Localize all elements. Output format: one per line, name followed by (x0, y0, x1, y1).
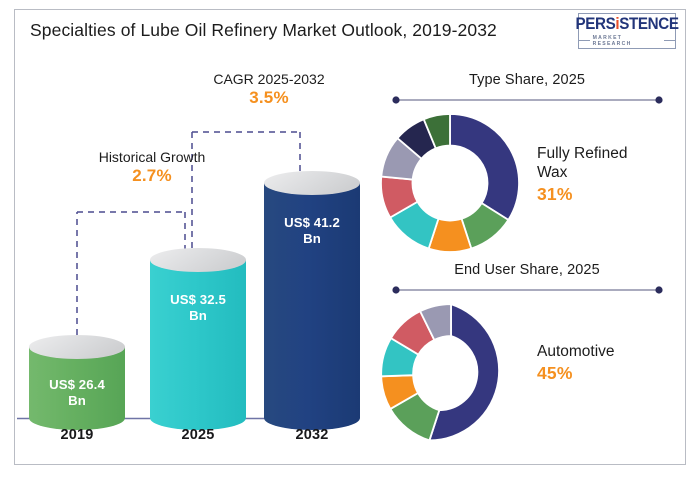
bar-value-2025: US$ 32.5 Bn (140, 292, 256, 324)
end-user-share-heading: End User Share, 2025 (454, 262, 600, 278)
bar-2019 (29, 335, 125, 430)
end-user-share-legend-value: 45% (537, 363, 573, 383)
axis-label-2025: 2025 (181, 427, 215, 443)
cagr-connector (191, 131, 301, 248)
axis-label-2019: 2019 (60, 427, 94, 443)
bar-2025 (150, 248, 246, 430)
bar-chart-graphics (17, 131, 360, 430)
end-user-share-legend: Automotive 45% (537, 342, 615, 384)
bar-value-2019: US$ 26.4 Bn (19, 377, 135, 409)
logo-name-before: PERS (575, 14, 616, 33)
bar-value-2032-line2: Bn (303, 231, 321, 246)
logo-name-accent: i (615, 14, 620, 33)
donut-slice-automotive (428, 302, 500, 442)
donut-slice-fully-refined-wax (449, 113, 520, 222)
end-user-share-legend-label: Automotive (537, 343, 615, 360)
logo-wordmark: PERSiSTENCE (575, 14, 679, 33)
historical-growth-value: 2.7% (132, 166, 172, 185)
page-title: Specialties of Lube Oil Refinery Market … (30, 20, 497, 40)
bar-value-2025-line2: Bn (189, 308, 207, 323)
type-share-heading: Type Share, 2025 (468, 72, 586, 88)
axis-label-2032: 2032 (295, 427, 329, 443)
persistence-market-research-logo: PERSiSTENCE MARKET RESEARCH (575, 13, 679, 49)
end-user-share-underline (392, 286, 663, 294)
type-share-legend-label: Fully Refined Wax (537, 145, 628, 181)
end-user-share-panel: End User Share, 2025 Automotive 45% (372, 262, 682, 457)
bar-value-2019-line1: US$ 26.4 (49, 377, 105, 392)
type-share-underline (392, 96, 663, 104)
donut-slice-6 (418, 303, 452, 342)
type-share-donut-chart (380, 113, 520, 253)
logo-tagline-row: MARKET RESEARCH (579, 35, 675, 47)
type-share-panel: Type Share, 2025 Fully Refined Wax 31% (372, 72, 682, 253)
historical-growth-caption: Historical Growth (98, 149, 206, 165)
type-share-legend-value: 31% (537, 184, 573, 204)
bar-value-2032-line1: US$ 41.2 (284, 215, 340, 230)
cagr-value: 3.5% (249, 88, 289, 107)
logo-rule-right (664, 40, 675, 41)
type-share-legend: Fully Refined Wax 31% (537, 144, 657, 205)
cagr-caption: CAGR 2025-2032 (213, 71, 325, 87)
bar-value-2025-line1: US$ 32.5 (170, 292, 226, 307)
logo-rule-left (579, 40, 590, 41)
historical-growth-connector (76, 211, 186, 335)
bar-chart: US$ 26.4 Bn US$ 32.5 Bn US$ 41.2 Bn 2019… (15, 70, 360, 455)
end-user-share-donut-chart (380, 302, 500, 442)
donut-slice-8 (422, 113, 451, 150)
historical-growth-callout: Historical Growth 2.7% (87, 148, 217, 185)
bar-value-2019-line2: Bn (68, 393, 86, 408)
bar-value-2032: US$ 41.2 Bn (254, 215, 370, 247)
logo-tagline: MARKET RESEARCH (592, 34, 632, 47)
cagr-callout: CAGR 2025-2032 3.5% (184, 70, 354, 107)
bar-2032 (264, 171, 360, 430)
logo-name-after: STENCE (619, 14, 679, 33)
